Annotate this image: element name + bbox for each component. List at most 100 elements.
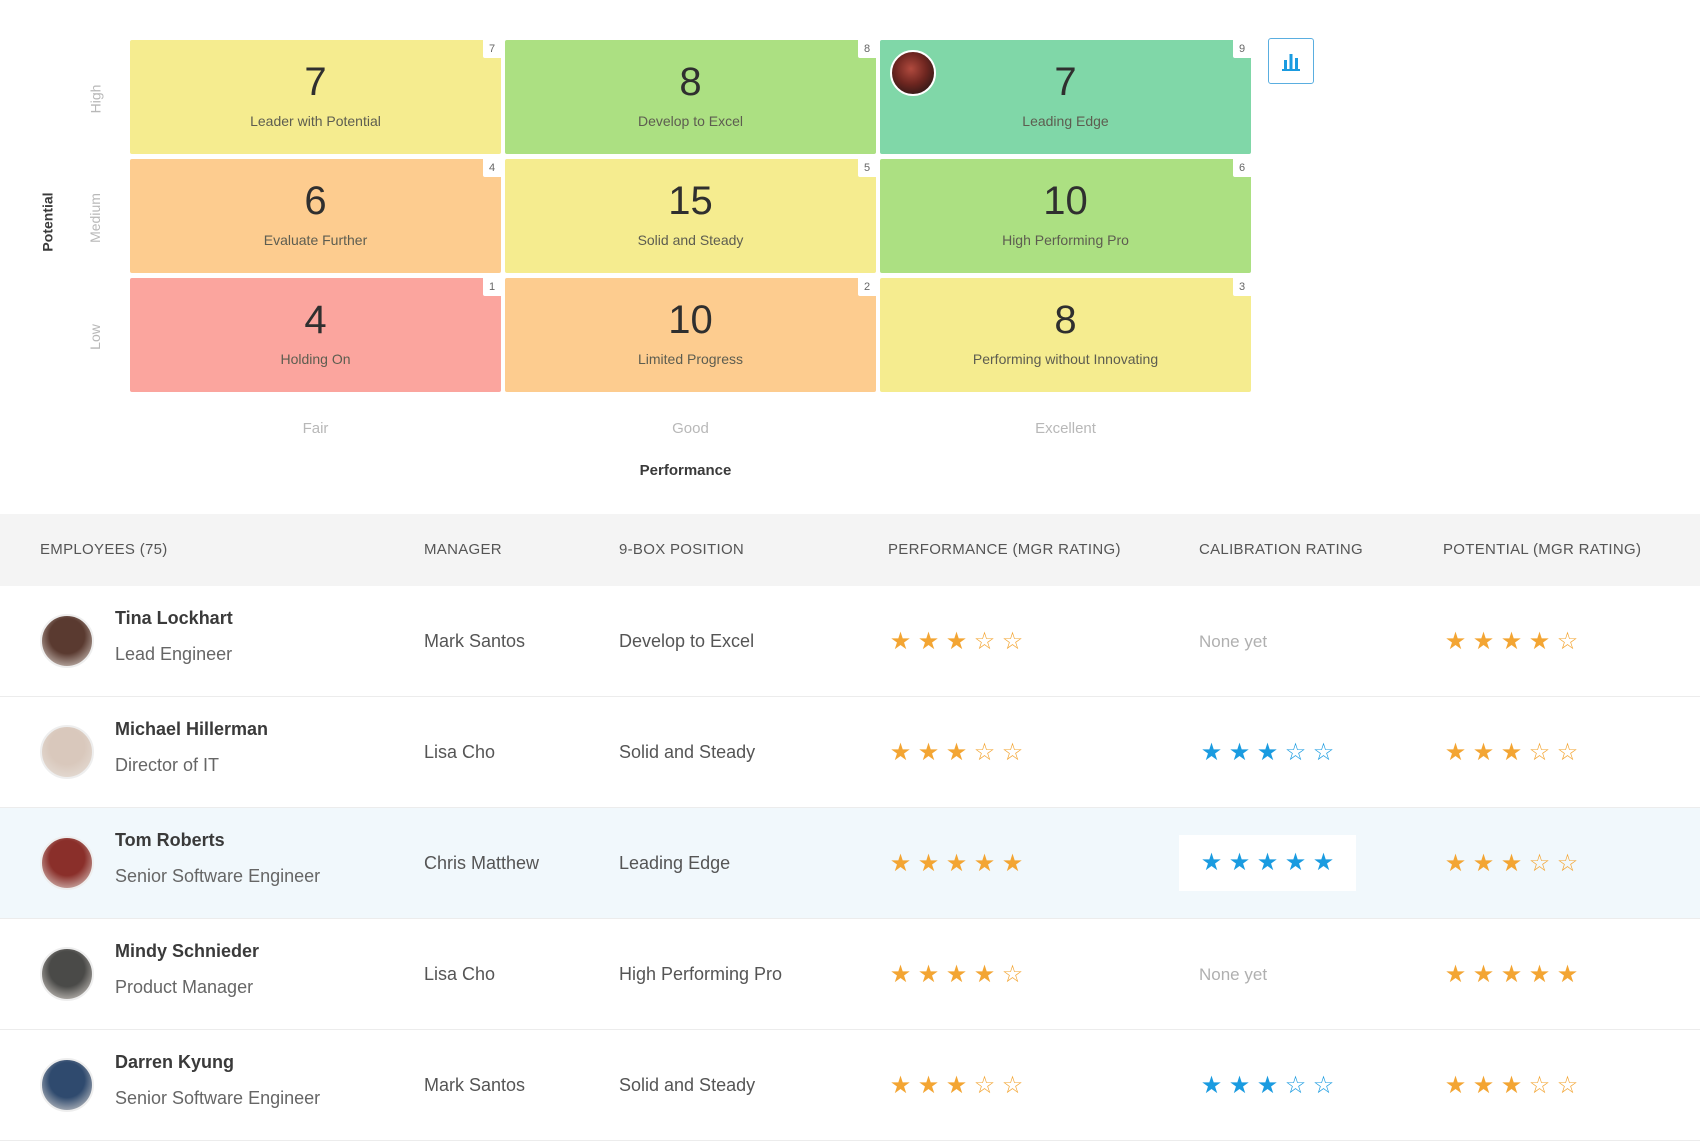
star-filled-icon[interactable]: ★ [945,849,968,877]
nine-box-cell[interactable]: 8 Develop to Excel 8 [505,40,876,154]
star-filled-icon[interactable]: ★ [1256,849,1279,876]
star-filled-icon[interactable]: ★ [1500,1071,1523,1099]
star-empty-icon[interactable]: ☆ [1312,1071,1335,1099]
star-filled-icon[interactable]: ★ [1444,1071,1467,1099]
employee-avatar[interactable] [890,50,936,96]
star-empty-icon[interactable]: ☆ [1001,960,1024,988]
star-filled-icon[interactable]: ★ [1500,738,1523,766]
star-filled-icon[interactable]: ★ [945,738,968,766]
star-filled-icon[interactable]: ★ [945,1071,968,1099]
star-filled-icon[interactable]: ★ [1444,849,1467,877]
potential-stars[interactable]: ★ ★ ★ ☆ ☆ [1443,697,1580,808]
star-filled-icon[interactable]: ★ [1312,849,1335,876]
potential-stars[interactable]: ★ ★ ★ ☆ ☆ [1443,808,1580,919]
star-filled-icon[interactable]: ★ [1500,849,1523,877]
star-empty-icon[interactable]: ☆ [1284,738,1307,766]
star-filled-icon[interactable]: ★ [1500,627,1523,655]
star-filled-icon[interactable]: ★ [1472,960,1495,988]
header-performance[interactable]: PERFORMANCE (MGR RATING) [888,541,1121,558]
nine-box-cell[interactable]: 8 Performing without Innovating 3 [880,278,1251,392]
star-empty-icon[interactable]: ☆ [1312,738,1335,766]
bar-chart-toggle-button[interactable] [1268,38,1314,84]
star-filled-icon[interactable]: ★ [1556,960,1579,988]
star-filled-icon[interactable]: ★ [917,1071,940,1099]
star-empty-icon[interactable]: ☆ [973,1071,996,1099]
star-empty-icon[interactable]: ☆ [1528,738,1551,766]
star-filled-icon[interactable]: ★ [1256,1071,1279,1099]
star-filled-icon[interactable]: ★ [917,627,940,655]
nine-box-cell[interactable]: 6 Evaluate Further 4 [130,159,501,273]
star-filled-icon[interactable]: ★ [917,849,940,877]
employee-name[interactable]: Mindy Schnieder [115,941,260,961]
star-empty-icon[interactable]: ☆ [1001,1071,1024,1099]
table-row[interactable]: Tom Roberts Senior Software Engineer Chris… [0,808,1700,919]
star-filled-icon[interactable]: ★ [1228,1071,1251,1099]
star-filled-icon[interactable]: ★ [1256,738,1279,766]
star-empty-icon[interactable]: ☆ [973,738,996,766]
calibration-stars[interactable]: ★ ★ ★ ☆ ☆ [1199,697,1336,808]
table-row[interactable]: Tina Lockhart Lead Engineer Mark Santos Dev… [0,586,1700,697]
performance-stars[interactable]: ★ ★ ★ ☆ ☆ [888,586,1025,697]
star-filled-icon[interactable]: ★ [1444,960,1467,988]
star-filled-icon[interactable]: ★ [1228,738,1251,766]
star-filled-icon[interactable]: ★ [889,849,912,877]
star-filled-icon[interactable]: ★ [917,960,940,988]
star-filled-icon[interactable]: ★ [945,627,968,655]
nine-box-cell[interactable]: 7 Leading Edge 9 [880,40,1251,154]
star-filled-icon[interactable]: ★ [1200,1071,1223,1099]
header-position[interactable]: 9-BOX POSITION [619,541,745,558]
star-filled-icon[interactable]: ★ [1472,627,1495,655]
performance-stars[interactable]: ★ ★ ★ ☆ ☆ [888,1030,1025,1141]
nine-box-cell[interactable]: 4 Holding On 1 [130,278,501,392]
nine-box-cell[interactable]: 15 Solid and Steady 5 [505,159,876,273]
star-filled-icon[interactable]: ★ [1472,1071,1495,1099]
performance-stars[interactable]: ★ ★ ★ ☆ ☆ [888,697,1025,808]
table-row[interactable]: Darren Kyung Senior Software Engineer Mark… [0,1030,1700,1141]
star-filled-icon[interactable]: ★ [1528,960,1551,988]
star-filled-icon[interactable]: ★ [973,960,996,988]
employee-name[interactable]: Tom Roberts [115,830,225,850]
star-filled-icon[interactable]: ★ [1472,849,1495,877]
star-filled-icon[interactable]: ★ [1284,849,1307,876]
header-calibration[interactable]: CALIBRATION RATING [1199,541,1364,558]
nine-box-cell[interactable]: 10 Limited Progress 2 [505,278,876,392]
header-potential[interactable]: POTENTIAL (MGR RATING) [1443,541,1642,558]
calibration-stars[interactable]: ★ ★ ★ ★ ★ [1179,835,1356,891]
star-filled-icon[interactable]: ★ [889,738,912,766]
star-empty-icon[interactable]: ☆ [1556,738,1579,766]
star-filled-icon[interactable]: ★ [1200,738,1223,766]
star-filled-icon[interactable]: ★ [945,960,968,988]
star-empty-icon[interactable]: ☆ [1528,1071,1551,1099]
nine-box-cell[interactable]: 7 Leader with Potential 7 [130,40,501,154]
star-empty-icon[interactable]: ☆ [1001,627,1024,655]
star-filled-icon[interactable]: ★ [1444,738,1467,766]
star-filled-icon[interactable]: ★ [917,738,940,766]
header-employees[interactable]: EMPLOYEES (75) [40,541,168,558]
calibration-stars[interactable]: ★ ★ ★ ☆ ☆ [1199,1030,1336,1141]
star-filled-icon[interactable]: ★ [889,627,912,655]
performance-stars[interactable]: ★ ★ ★ ★ ★ [888,808,1025,919]
star-filled-icon[interactable]: ★ [889,960,912,988]
performance-stars[interactable]: ★ ★ ★ ★ ☆ [888,919,1025,1030]
star-empty-icon[interactable]: ☆ [1001,738,1024,766]
table-row[interactable]: Mindy Schnieder Product Manager Lisa Cho Hi… [0,919,1700,1030]
potential-stars[interactable]: ★ ★ ★ ★ ☆ [1443,586,1580,697]
star-filled-icon[interactable]: ★ [1528,627,1551,655]
employee-name[interactable]: Darren Kyung [115,1052,235,1072]
star-empty-icon[interactable]: ☆ [1556,627,1579,655]
nine-box-cell[interactable]: 10 High Performing Pro 6 [880,159,1251,273]
employee-name[interactable]: Tina Lockhart [115,608,233,628]
star-empty-icon[interactable]: ☆ [1556,849,1579,877]
employee-name[interactable]: Michael Hillerman [115,719,269,739]
header-manager[interactable]: MANAGER [424,541,502,558]
star-filled-icon[interactable]: ★ [1500,960,1523,988]
star-empty-icon[interactable]: ☆ [1556,1071,1579,1099]
star-filled-icon[interactable]: ★ [1228,849,1251,876]
potential-stars[interactable]: ★ ★ ★ ★ ★ [1443,919,1580,1030]
star-filled-icon[interactable]: ★ [889,1071,912,1099]
star-filled-icon[interactable]: ★ [1444,627,1467,655]
star-filled-icon[interactable]: ★ [1200,849,1223,876]
star-empty-icon[interactable]: ☆ [973,627,996,655]
potential-stars[interactable]: ★ ★ ★ ☆ ☆ [1443,1030,1580,1141]
star-empty-icon[interactable]: ☆ [1284,1071,1307,1099]
